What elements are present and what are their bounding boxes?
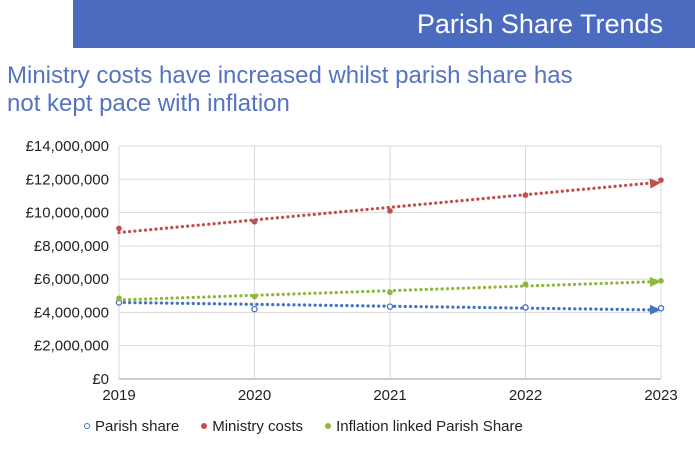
chart-legend: Parish share Ministry costs Inflation link… [84,416,523,436]
point-0-1 [251,305,258,313]
point-1-1 [251,218,258,225]
y-tick-label-3: £6,000,000 [34,271,109,288]
subtitle-line-2: not kept pace with inflation [7,90,290,117]
legend-marker-2 [325,423,332,429]
trendline-arrow-2 [649,277,661,288]
legend-item-2: Inflation linked Parish Share [325,418,523,435]
y-tick-label-1: £2,000,000 [34,338,109,355]
legend-item-0: Parish share [84,418,179,435]
y-tick-label-6: £12,000,000 [26,171,109,188]
legend-marker-0 [84,423,90,429]
point-2-2 [387,289,393,296]
x-tick-label-2: 2021 [373,387,406,404]
trendline-2 [117,280,657,302]
x-tick-label-0: 2019 [102,387,135,404]
y-tick-label-2: £4,000,000 [34,304,109,321]
legend-label-0: Parish share [95,417,180,435]
point-0-4 [657,305,665,312]
chart-subtitle: Ministry costs have increased whilst par… [7,62,687,118]
point-2-4 [658,278,664,284]
legend-label-2: Inflation linked Parish Share [336,417,523,435]
trendline-0 [117,300,657,312]
point-1-0 [116,225,122,232]
point-1-3 [522,192,529,198]
y-tick-label-4: £8,000,000 [34,238,109,255]
y-tick-label-0: £0 [92,371,109,388]
legend-label-1: Ministry costs [212,417,304,435]
point-2-3 [522,281,529,287]
y-tick-label-7: £14,000,000 [26,138,109,155]
title-bar: Parish Share Trends [73,0,695,48]
point-1-2 [387,208,393,214]
trendline-arrow-0 [649,304,661,315]
trendline-1 [117,181,657,235]
x-tick-label-3: 2022 [509,387,542,404]
x-tick-label-4: 2023 [644,387,677,404]
page-title: Parish Share Trends [416,9,663,39]
legend-item-1: Ministry costs [201,418,303,435]
legend-marker-1 [201,423,208,429]
point-0-2 [386,303,394,310]
point-2-1 [251,293,258,300]
y-tick-label-5: £10,000,000 [26,205,109,222]
point-1-4 [658,177,664,183]
trendline-arrow-1 [649,178,661,189]
point-0-3 [522,304,529,311]
x-tick-label-1: 2020 [238,387,271,404]
subtitle-line-1: Ministry costs have increased whilst par… [7,62,573,89]
point-2-0 [116,295,122,302]
